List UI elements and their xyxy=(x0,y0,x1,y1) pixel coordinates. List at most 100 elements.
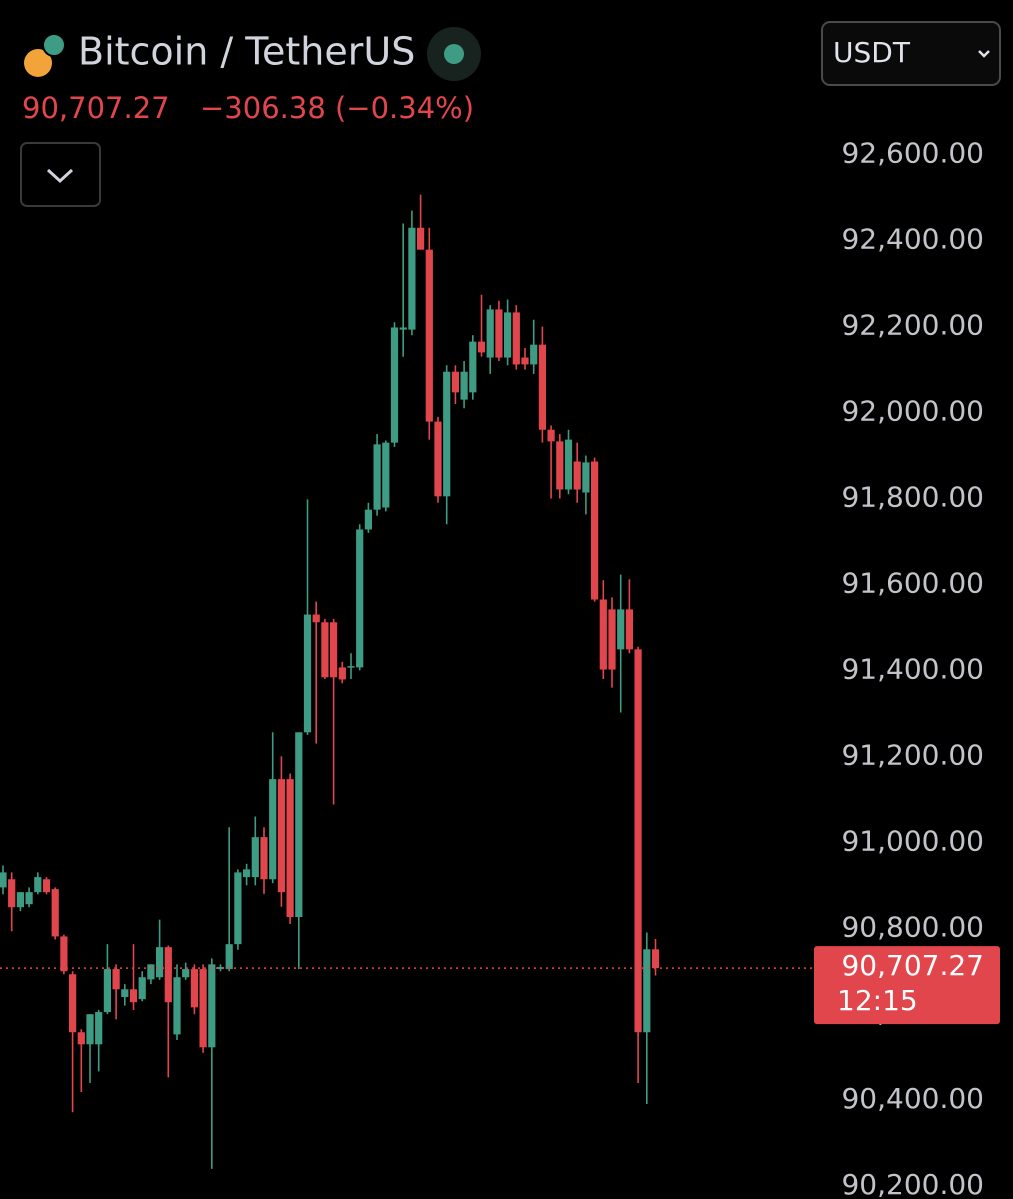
candle-body xyxy=(495,309,503,358)
candle-body xyxy=(408,227,416,330)
candle-body xyxy=(373,444,381,510)
candle-body xyxy=(477,341,486,353)
candle-body xyxy=(538,344,546,430)
candle-body xyxy=(399,327,407,330)
candle-body xyxy=(486,309,494,358)
y-tick-label: 90,800.00 xyxy=(841,910,984,943)
candle-body xyxy=(382,442,390,508)
y-tick-label: 92,600.00 xyxy=(841,137,984,170)
y-tick-label: 91,400.00 xyxy=(841,652,984,685)
collapse-button[interactable] xyxy=(20,142,101,207)
candle-body xyxy=(330,622,338,678)
y-tick-label: 90,400.00 xyxy=(841,1082,984,1115)
candle-body xyxy=(234,872,242,945)
status-dot xyxy=(444,44,464,64)
candle-body xyxy=(364,509,372,530)
select-arrow xyxy=(978,50,990,58)
candle-body xyxy=(190,969,198,1008)
candle-body xyxy=(277,779,285,893)
candle-body xyxy=(51,889,59,937)
candle-body xyxy=(547,429,555,442)
candle-body xyxy=(182,969,190,978)
btc-icon xyxy=(24,49,52,77)
y-tick-label: 90,200.00 xyxy=(841,1168,984,1199)
candle-body xyxy=(243,869,251,878)
candle-body xyxy=(599,599,607,670)
candle-body xyxy=(582,462,590,493)
price: 90,707.27 xyxy=(22,91,170,125)
candle-body xyxy=(86,1014,94,1045)
candle-body xyxy=(60,936,68,972)
countdown: 12:15 xyxy=(837,984,918,1017)
candle-body xyxy=(356,529,364,668)
candle-body xyxy=(121,989,129,998)
candle-body xyxy=(16,892,24,908)
candle-body xyxy=(295,732,303,918)
candle-body xyxy=(251,837,259,878)
candle-body xyxy=(530,344,538,365)
candle-body xyxy=(156,947,164,978)
plot: 92,600.00 92,400.00 92,200.00 92,000.00 91,8… xyxy=(0,137,984,1199)
candle-body xyxy=(564,439,573,490)
y-tick-label: 92,400.00 xyxy=(841,223,984,256)
candle-body xyxy=(591,461,599,600)
candle-body xyxy=(69,974,77,1033)
candle-body xyxy=(0,872,7,888)
candle-body xyxy=(634,649,642,1033)
candle-body xyxy=(469,341,477,393)
usdt-icon xyxy=(42,33,66,57)
y-tick-label: 91,000.00 xyxy=(841,824,984,857)
candle-body xyxy=(643,949,651,1033)
symbol-title: Bitcoin / TetherUS xyxy=(78,30,415,74)
candle-body xyxy=(25,892,33,905)
candle-body xyxy=(112,969,120,990)
price-tag xyxy=(814,946,1000,1025)
candle-body xyxy=(164,947,172,1003)
candle-body xyxy=(138,977,146,1000)
candle-body xyxy=(417,227,425,250)
candle-body xyxy=(451,371,459,393)
candle-body xyxy=(103,969,111,1013)
candle-body xyxy=(225,944,233,970)
y-tick-label: 91,200.00 xyxy=(841,738,984,771)
candle-body xyxy=(617,609,625,650)
candle-body xyxy=(460,371,468,400)
candle-body xyxy=(312,614,320,623)
candle-body xyxy=(608,609,616,670)
candle-body xyxy=(512,312,520,365)
candle-body xyxy=(390,327,399,443)
candle-body xyxy=(425,249,433,422)
candle-body xyxy=(199,969,207,1048)
candle-body xyxy=(434,421,442,497)
candle-body xyxy=(338,667,346,680)
candle-body xyxy=(8,879,16,908)
chevron-icon xyxy=(46,168,74,184)
candle-body xyxy=(173,977,181,1035)
price-change: −306.38 (−0.34%) xyxy=(200,91,474,125)
candle-body xyxy=(443,371,451,497)
y-tick-label: 91,600.00 xyxy=(841,566,984,599)
currency-select[interactable] xyxy=(821,21,1001,86)
candle-body xyxy=(77,1032,85,1045)
candle-body xyxy=(321,622,329,678)
y-tick-label: 91,800.00 xyxy=(841,481,984,514)
candle-body xyxy=(521,357,529,365)
price-tag-label: 90,707.27 xyxy=(841,949,984,982)
candle-body xyxy=(95,1012,103,1045)
candle-body xyxy=(147,964,155,980)
candle-body xyxy=(208,964,216,1048)
candle-body xyxy=(34,877,42,893)
candle-body xyxy=(556,441,564,490)
candle-body xyxy=(42,879,51,893)
candle-body xyxy=(573,461,581,490)
candle-body xyxy=(504,312,512,358)
y-tick-label: 92,200.00 xyxy=(841,309,984,342)
candle-body xyxy=(347,666,355,668)
candle-body xyxy=(651,949,660,969)
candle-body xyxy=(303,614,312,733)
candle-body xyxy=(625,609,633,650)
currency-label: USDT xyxy=(833,36,911,69)
candle-body xyxy=(129,989,138,1003)
